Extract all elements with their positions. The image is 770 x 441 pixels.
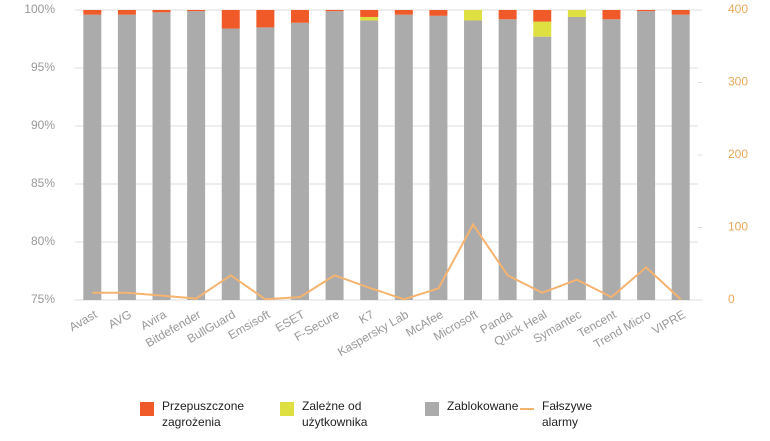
bar-segment (429, 15, 448, 301)
y2-tick-label: 0 (728, 292, 735, 306)
y-tick-label: 95% (31, 60, 55, 74)
y2-tick-label: 300 (728, 75, 748, 89)
bar-segment (671, 14, 690, 300)
legend-label: Zależne od użytkownika (302, 399, 368, 429)
bar-segment (394, 14, 413, 300)
legend-swatch (280, 402, 294, 416)
legend-item: Fałszywe alarmy (520, 398, 602, 430)
bar-segment (533, 36, 552, 301)
legend-label: Zablokowane (447, 399, 519, 413)
legend-item: Zablokowane (425, 398, 547, 416)
legend-swatch (520, 408, 534, 410)
bar-segment (187, 10, 206, 12)
y-tick-label: 85% (31, 176, 55, 190)
y-tick-label: 75% (31, 292, 55, 306)
bar-segment (290, 22, 309, 300)
legend-swatch (140, 402, 154, 416)
bar-segment (671, 10, 690, 15)
y-tick-label: 100% (24, 2, 55, 16)
bar-segment (394, 10, 413, 15)
bar-segment (360, 10, 379, 17)
bar-segment (637, 10, 656, 12)
bar-segment (360, 16, 379, 21)
legend-item: Zależne od użytkownika (280, 398, 398, 430)
bar-segment (152, 12, 171, 300)
bar-segment (498, 19, 517, 301)
line-series (92, 222, 682, 301)
bar-segment (117, 14, 136, 300)
bar-segment (533, 10, 552, 22)
bar-segment (325, 11, 344, 300)
bar-segment (498, 10, 517, 20)
bar-segment (429, 10, 448, 16)
bar-segment (256, 10, 275, 28)
bar-segment (221, 28, 240, 301)
bar-segment (637, 11, 656, 300)
x-tick-label: Avast (67, 307, 100, 334)
x-tick-label: K7 (357, 307, 377, 327)
x-tick-label: VIPRE (650, 307, 688, 337)
legend-label: Fałszywe alarmy (542, 399, 593, 429)
bar-segment (256, 27, 275, 301)
bar-segment (602, 10, 621, 20)
x-tick-label: AVG (106, 307, 134, 331)
y-tick-label: 90% (31, 118, 55, 132)
legend-label: Przepuszczone zagrożenia (162, 399, 245, 429)
legend-item: Przepuszczone zagrożenia (140, 398, 258, 430)
bar-segment (187, 11, 206, 300)
y2-tick-label: 200 (728, 147, 748, 161)
bar-segment (464, 20, 483, 300)
bar-segment (602, 19, 621, 301)
bar-segment (221, 10, 240, 29)
bar-segment (152, 10, 171, 13)
bar-segment (117, 10, 136, 15)
bar-segment (83, 10, 102, 15)
bar-segment (83, 14, 102, 300)
bar-segment (567, 16, 586, 301)
legend-swatch (425, 402, 439, 416)
y-tick-label: 80% (31, 234, 55, 248)
bar-segment (533, 21, 552, 37)
bar-segment (325, 10, 344, 12)
bar-segment (464, 10, 483, 21)
y2-tick-label: 400 (728, 2, 748, 16)
bar-segment (290, 10, 309, 23)
bar-segment (567, 10, 586, 17)
y2-tick-label: 100 (728, 220, 748, 234)
bar-segment (360, 20, 379, 300)
